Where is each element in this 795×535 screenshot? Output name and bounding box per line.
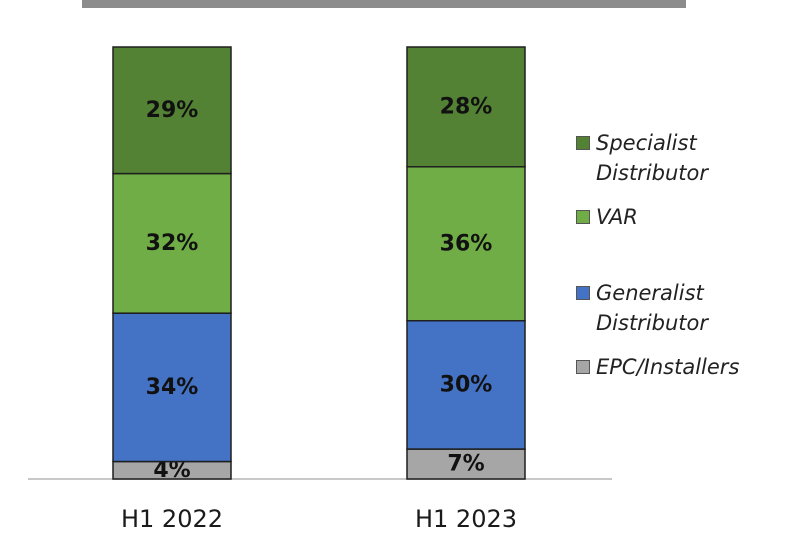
category-label-h1-2023: H1 2023 (415, 505, 517, 533)
bar-specialist-distributor-h1-2023 (406, 46, 526, 168)
data-label-var-h1-2022: 32% (146, 231, 199, 256)
data-label-generalist-distributor-h1-2023: 30% (440, 372, 493, 397)
data-label-epc-installers-h1-2023: 7% (447, 452, 484, 477)
legend-swatch-var (576, 210, 590, 224)
legend-swatch-specialist-distributor (576, 136, 590, 150)
legend-item-epc-installers: EPC/Installers (576, 352, 776, 382)
category-labels: H1 2022 H1 2023 (121, 505, 517, 533)
top-bar (82, 0, 686, 8)
bar-specialist-distributor-h1-2022 (112, 46, 232, 175)
legend-label-var: VAR (596, 205, 638, 229)
data-label-specialist-distributor-h1-2023: 28% (440, 94, 493, 119)
data-label-specialist-distributor-h1-2022: 29% (146, 98, 199, 123)
data-label-var-h1-2023: 36% (440, 231, 493, 256)
legend-item-generalist-distributor: Generalist Distributor (576, 278, 776, 338)
bar-var-h1-2023 (406, 166, 526, 322)
legend-item-var: VAR (576, 202, 776, 232)
bars-group: 4%34%32%29%7%30%36%28% (112, 46, 526, 483)
legend-item-specialist-distributor: Specialist Distributor (576, 128, 776, 188)
legend-label-epc-installers: EPC/Installers (596, 355, 740, 379)
legend-swatch-generalist-distributor (576, 286, 590, 300)
category-label-h1-2022: H1 2022 (121, 505, 223, 533)
data-label-generalist-distributor-h1-2022: 34% (146, 375, 199, 400)
bar-generalist-distributor-h1-2023 (406, 319, 526, 450)
bar-var-h1-2022 (112, 172, 232, 314)
legend-label-generalist-distributor: Generalist Distributor (596, 281, 709, 335)
legend-label-specialist-distributor: Specialist Distributor (596, 131, 709, 185)
legend-swatch-epc-installers (576, 360, 590, 374)
